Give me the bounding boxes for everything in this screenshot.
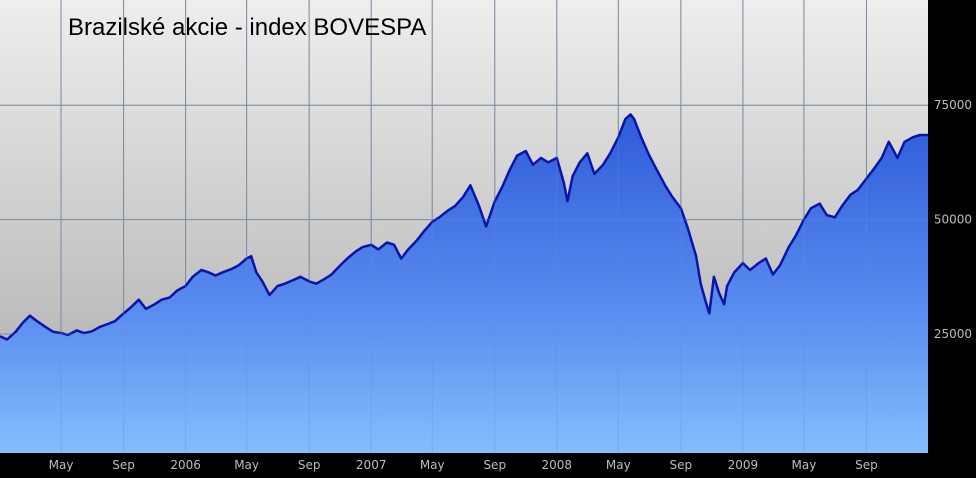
x-tick-label: May: [234, 458, 259, 472]
x-tick-label: May: [792, 458, 817, 472]
x-tick-label: May: [420, 458, 445, 472]
x-tick-label: Sep: [855, 458, 878, 472]
x-tick-label: Sep: [670, 458, 693, 472]
x-tick-label: 2008: [542, 458, 573, 472]
x-tick-label: Sep: [298, 458, 321, 472]
x-tick-label: May: [606, 458, 631, 472]
y-tick-label: 25000: [934, 327, 972, 341]
x-axis-panel: [0, 453, 976, 473]
y-axis-panel: [928, 0, 976, 473]
series-line: [0, 113, 928, 341]
x-tick-label: Sep: [483, 458, 506, 472]
x-tick-label: May: [49, 458, 74, 472]
series-area: [0, 114, 928, 454]
x-tick-label: 2007: [356, 458, 387, 472]
y-axis-ticks: 25000 50000 75000: [934, 98, 972, 341]
x-tick-label: 2009: [728, 458, 759, 472]
x-axis-ticks: May Sep 2006 May Sep 2007 May Sep 2008 May Sep 2009…: [49, 458, 878, 472]
x-tick-label: 2006: [170, 458, 201, 472]
y-tick-label: 50000: [934, 213, 972, 227]
grid-overlay: [0, 0, 928, 453]
chart-title: Brazilské akcie - index BOVESPA: [68, 14, 427, 41]
y-tick-label: 75000: [934, 98, 972, 112]
x-tick-label: Sep: [112, 458, 135, 472]
